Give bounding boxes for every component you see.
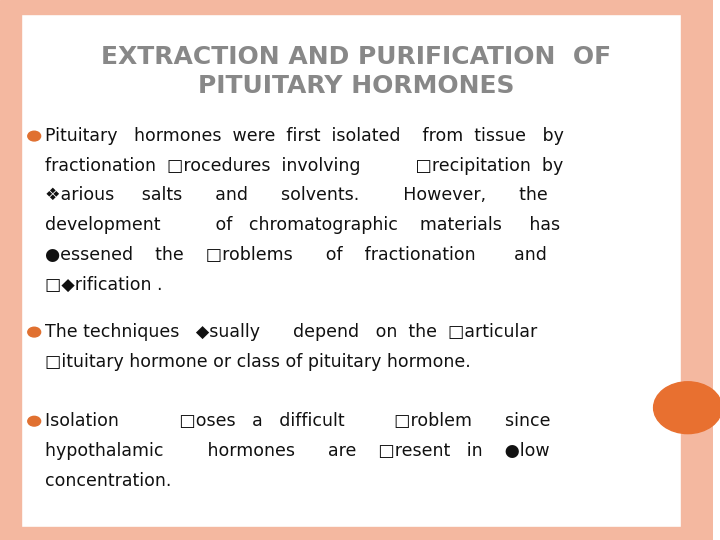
Circle shape (654, 382, 720, 434)
Circle shape (28, 416, 40, 426)
Text: PITUITARY HORMONES: PITUITARY HORMONES (198, 75, 515, 98)
Circle shape (28, 327, 40, 337)
Bar (0, 0, 680, 14)
Text: Pituitary   hormones  were  first  isolated    from  tissue   by: Pituitary hormones were first isolated f… (45, 127, 564, 145)
Text: fractionation  □rocedures  involving          □recipitation  by: fractionation □rocedures involving □reci… (45, 157, 563, 175)
Text: hypothalamic        hormones      are    □resent   in    ●low: hypothalamic hormones are □resent in ●lo… (45, 442, 549, 460)
Text: ●essened    the    □roblems      of    fractionation       and: ●essened the □roblems of fractionation a… (45, 246, 546, 264)
Text: □◆rification .: □◆rification . (45, 275, 163, 294)
Text: The techniques   ◆sually      depend   on  the  □articular: The techniques ◆sually depend on the □ar… (45, 323, 537, 341)
Text: ❖arious     salts      and      solvents.        However,      the: ❖arious salts and solvents. However, the (45, 186, 548, 205)
Text: EXTRACTION AND PURIFICATION  OF: EXTRACTION AND PURIFICATION OF (102, 45, 611, 69)
Bar (680, 0, 713, 540)
Text: Isolation           □oses   a   difficult         □roblem      since: Isolation □oses a difficult □roblem sinc… (45, 412, 550, 430)
Text: concentration.: concentration. (45, 471, 171, 490)
Bar (0, 14, 22, 526)
Bar (0, 526, 680, 540)
Circle shape (28, 131, 40, 141)
Text: □ituitary hormone or class of pituitary hormone.: □ituitary hormone or class of pituitary … (45, 353, 471, 371)
Text: development          of   chromatographic    materials     has: development of chromatographic materials… (45, 216, 560, 234)
